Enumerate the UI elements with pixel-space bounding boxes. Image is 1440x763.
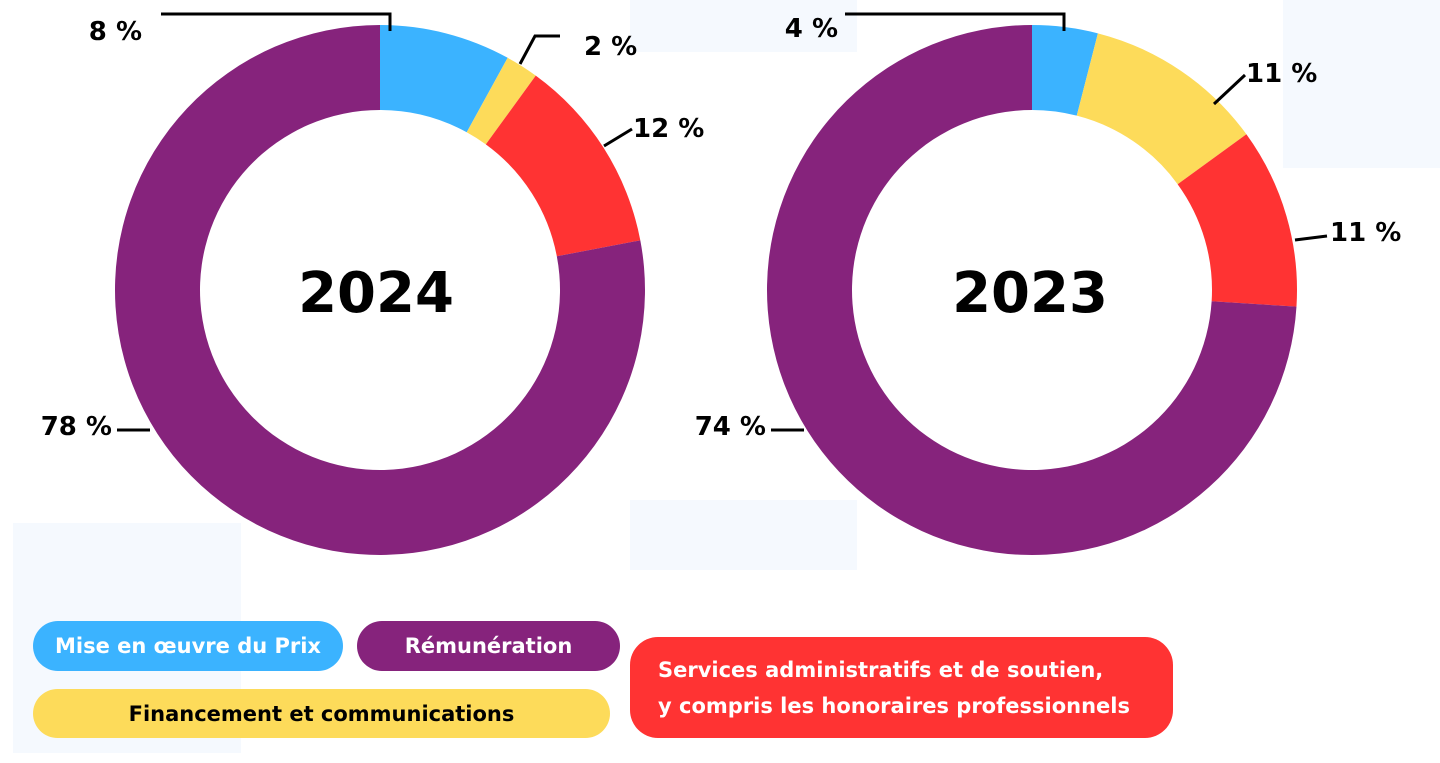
leader-line: [1294, 234, 1328, 242]
donut-2023: 2023 4 % 11 % 11 % 74 %: [695, 12, 1401, 555]
data-label: 12 %: [633, 114, 704, 144]
legend-services: Services administratifs et de soutien, y…: [630, 637, 1173, 738]
center-label-2024: 2024: [298, 261, 454, 326]
legend-label: Rémunération: [404, 634, 573, 658]
slice-3: [1177, 134, 1297, 307]
data-label: 2 %: [584, 32, 637, 62]
data-label: 78 %: [41, 412, 112, 442]
bg-panel: [1283, 0, 1440, 168]
data-label: 8 %: [89, 17, 142, 47]
legend-label: Financement et communications: [128, 701, 515, 726]
legend-mise-en-oeuvre: Mise en œuvre du Prix: [33, 621, 343, 671]
legend-financement: Financement et communications: [33, 689, 610, 738]
donut-2024: 2024 8 % 2 % 12 % 78 %: [41, 12, 704, 555]
data-label: 4 %: [785, 14, 838, 44]
data-label: 74 %: [695, 412, 766, 442]
data-label: 11 %: [1330, 218, 1401, 248]
legend-label-line-1: Services administratifs et de soutien,: [658, 657, 1104, 682]
leader-line: [518, 34, 560, 65]
slice-2: [466, 57, 536, 145]
leader-line: [845, 12, 1066, 31]
bg-panel: [630, 0, 857, 52]
slice-1: [1032, 25, 1098, 116]
data-label: 11 %: [1246, 59, 1317, 89]
legend-label-line-2: y compris les honoraires professionnels: [658, 693, 1130, 718]
slice-3: [485, 75, 641, 257]
slice-1: [380, 25, 508, 133]
leader-line: [603, 127, 633, 148]
leader-line: [1212, 73, 1247, 106]
leader-line: [161, 12, 392, 31]
center-label-2023: 2023: [952, 261, 1108, 326]
legend-remuneration: Rémunération: [357, 621, 620, 671]
slice-2: [1076, 33, 1247, 185]
legend-label: Mise en œuvre du Prix: [55, 634, 321, 658]
slice-4: [115, 25, 645, 555]
slice-4: [766, 25, 1297, 555]
bg-panel: [630, 500, 857, 570]
